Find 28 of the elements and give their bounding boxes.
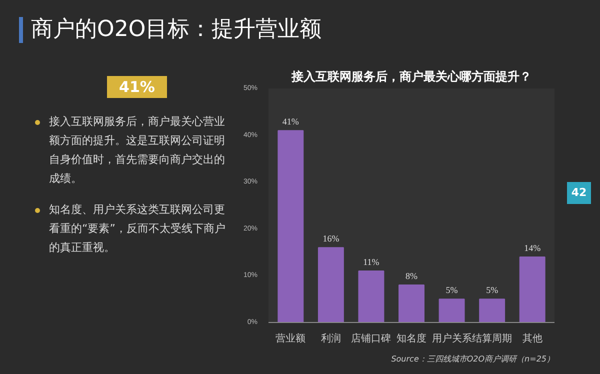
bar [438, 298, 465, 322]
bar [358, 270, 384, 322]
chart-subtitle: 接入互联网服务后，商户最关心哪方面提升？ [290, 70, 532, 84]
data-label: 41% [282, 116, 300, 127]
text: 41% [107, 76, 167, 98]
x-tick-label: 结算周期 [472, 332, 512, 344]
bar [278, 130, 304, 322]
x-tick-label: 用户关系 [432, 332, 472, 344]
data-label: 16% [322, 234, 340, 244]
bar [479, 298, 506, 322]
data-label: 11% [363, 257, 380, 268]
x-tick-label: 营业额 [276, 332, 306, 344]
bar [398, 284, 424, 322]
text: 知名度、用户关系这类互联网公司更看重的“要素”，反而不太受线下商户的真正重视。 [49, 202, 226, 256]
bar [318, 247, 344, 322]
source-note: Source：三四线城市O2O商户调研（n=25） [391, 354, 555, 364]
x-tick-label: 利润 [320, 332, 341, 344]
data-label: 5% [486, 285, 499, 296]
text: 42 [567, 182, 591, 204]
data-label: 5% [446, 285, 458, 296]
x-tick-label: 其他 [522, 332, 542, 344]
text: 接入互联网服务后，商户最关心营业额方面的提升。这是互联网公司证明自身价值时，首先需要向商户交出的成绩。 [49, 114, 226, 188]
bar [519, 256, 546, 322]
data-label: 14% [524, 242, 542, 253]
data-label: 8% [406, 271, 418, 282]
x-tick-label: 店铺口碑 [351, 332, 392, 344]
chart-title: 商户的O2O目标：提升营业额 [19, 17, 322, 43]
x-tick-label: 知名度 [396, 332, 426, 344]
